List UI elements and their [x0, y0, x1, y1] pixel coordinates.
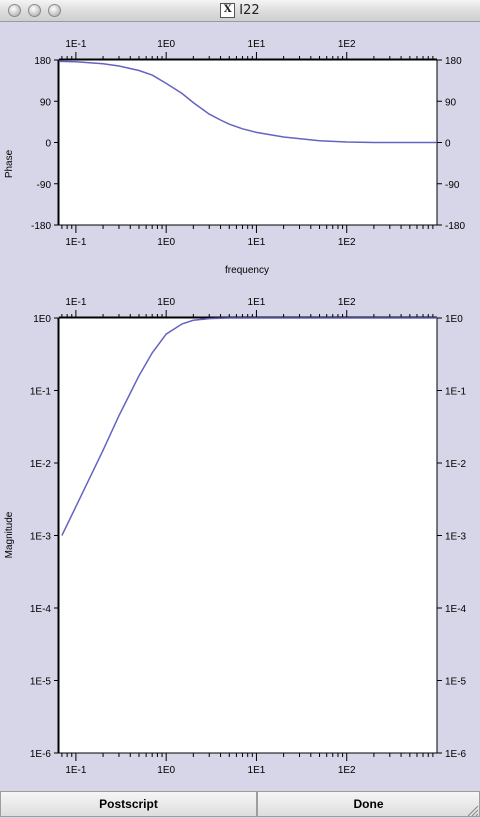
- phase-xlabel: frequency: [225, 265, 269, 276]
- phase-y-tick-label-right: 90: [445, 97, 457, 108]
- phase-y-tick-label-left: -90: [37, 180, 52, 191]
- magnitude-y-tick-label-left: 1E-1: [30, 387, 52, 398]
- magnitude-y-tick-label-right: 1E-4: [445, 604, 467, 615]
- phase-x-tick-label-bottom: 1E2: [338, 237, 356, 248]
- window-title-area: X I22: [0, 3, 480, 18]
- window-title: I22: [239, 3, 260, 18]
- magnitude-y-tick-label-left: 1E-4: [30, 604, 52, 615]
- phase-y-tick-label-right: -90: [445, 180, 460, 191]
- magnitude-x-tick-label-top: 1E0: [157, 297, 175, 308]
- magnitude-chart: Magnitude 1E-1 1E-1 1E0 1E0 1E1 1E1 1E2 1E2 1E0 1…: [4, 297, 467, 776]
- magnitude-plot-area: [58, 317, 438, 754]
- magnitude-x-tick-label-top: 1E1: [248, 297, 266, 308]
- minimize-window-button[interactable]: [28, 4, 41, 17]
- phase-ylabel: Phase: [4, 149, 15, 178]
- phase-x-tick-label-top: 1E2: [338, 39, 356, 50]
- magnitude-y-tick-label-right: 1E0: [445, 314, 463, 325]
- magnitude-x-tick-label-bottom: 1E-1: [65, 765, 87, 776]
- phase-x-tick-label-top: 1E0: [157, 39, 175, 50]
- magnitude-y-tick-label-right: 1E-2: [445, 459, 467, 470]
- phase-x-tick-label-top: 1E-1: [65, 39, 87, 50]
- done-button[interactable]: Done: [257, 791, 480, 817]
- magnitude-x-tick-label-bottom: 1E0: [157, 765, 175, 776]
- phase-x-tick-label-bottom: 1E0: [157, 237, 175, 248]
- phase-y-tick-label-left: -180: [31, 221, 51, 232]
- resize-grip-icon[interactable]: [466, 804, 478, 816]
- phase-y-tick-label-left: 0: [45, 139, 51, 150]
- phase-chart: Phase frequency 1E-1 1E-1 1E0 1E0 1E1 1E1 1E2 1…: [4, 39, 465, 276]
- magnitude-y-tick-label-right: 1E-6: [445, 749, 467, 760]
- magnitude-y-tick-label-right: 1E-1: [445, 387, 467, 398]
- magnitude-curve: [61, 317, 437, 536]
- magnitude-y-tick-label-left: 1E0: [33, 314, 51, 325]
- close-window-button[interactable]: [8, 4, 21, 17]
- phase-x-tick-label-bottom: 1E-1: [65, 237, 87, 248]
- magnitude-y-tick-label-right: 1E-5: [445, 677, 467, 688]
- magnitude-y-tick-label-left: 1E-2: [30, 459, 52, 470]
- phase-x-tick-label-top: 1E1: [248, 39, 266, 50]
- magnitude-x-tick-label-bottom: 1E1: [248, 765, 266, 776]
- x11-icon: X: [220, 3, 236, 18]
- magnitude-y-tick-label-left: 1E-5: [30, 677, 52, 688]
- postscript-button[interactable]: Postscript: [0, 791, 257, 817]
- phase-curve: [58, 60, 437, 144]
- magnitude-x-tick-label-bottom: 1E2: [338, 765, 356, 776]
- phase-y-tick-label-right: -180: [445, 221, 465, 232]
- phase-y-tick-label-left: 90: [40, 97, 52, 108]
- button-bar: Postscript Done: [0, 791, 480, 818]
- magnitude-ylabel: Magnitude: [4, 511, 15, 558]
- magnitude-y-tick-label-right: 1E-3: [445, 532, 467, 543]
- phase-y-tick-label-right: 0: [445, 139, 451, 150]
- magnitude-y-tick-label-left: 1E-6: [30, 749, 52, 760]
- title-bar: X I22: [0, 0, 480, 22]
- magnitude-x-tick-label-top: 1E2: [338, 297, 356, 308]
- magnitude-x-tick-label-top: 1E-1: [65, 297, 87, 308]
- zoom-window-button[interactable]: [48, 4, 61, 17]
- phase-y-tick-label-left: 180: [34, 56, 51, 67]
- phase-y-tick-label-right: 180: [445, 56, 462, 67]
- phase-x-tick-label-bottom: 1E1: [248, 237, 266, 248]
- magnitude-y-tick-label-left: 1E-3: [30, 532, 52, 543]
